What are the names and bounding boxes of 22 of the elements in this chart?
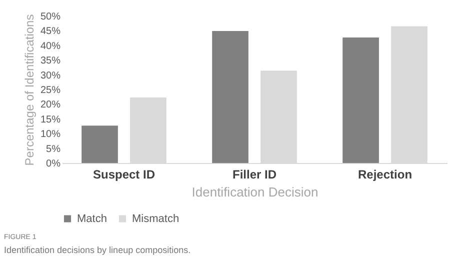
text: Identification decisions by lineup compositions. <box>4 244 191 256</box>
y-tick-label: 10% <box>40 129 61 140</box>
bar <box>212 30 248 163</box>
y-tick-label: 5% <box>46 144 61 155</box>
y-tick-label: 50% <box>40 12 61 22</box>
x-tick-label: Rejection <box>358 168 412 182</box>
x-axis-title: Identification Decision <box>192 184 318 200</box>
y-tick-label: 40% <box>40 40 61 52</box>
y-tick-label: 15% <box>40 114 61 126</box>
y-axis-title: Percentage of Identifications <box>22 14 36 166</box>
bar <box>342 37 379 163</box>
y-tick-label: 25% <box>40 85 61 96</box>
legend-label: Mismatch <box>132 212 180 225</box>
y-tick-label: 0% <box>46 158 61 170</box>
y-tick-label: 30% <box>40 70 61 82</box>
bar <box>82 126 118 163</box>
y-tick-label: 45% <box>40 26 61 38</box>
legend-label: Match <box>77 212 107 225</box>
x-tick-label: Suspect ID <box>92 168 156 182</box>
y-tick-label: 35% <box>40 56 61 67</box>
x-tick-label: Filler ID <box>232 168 277 182</box>
y-tick-label: 20% <box>40 100 61 111</box>
